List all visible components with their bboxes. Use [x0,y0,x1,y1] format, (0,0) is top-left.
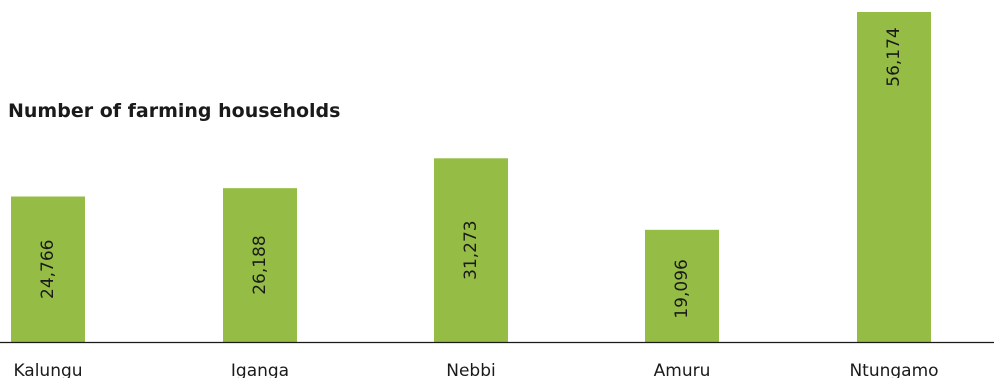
value-label: 26,188 [250,235,270,294]
category-labels: Kalungu Iganga Nebbi Amuru Ntungamo [13,361,938,378]
category-label: Kalungu [13,361,82,378]
category-label: Iganga [231,361,289,378]
value-label: 19,096 [672,259,692,318]
value-label: 31,273 [461,220,481,279]
value-label: 24,766 [38,240,58,299]
bars: 24,766 26,188 31,273 19,096 56,174 [11,12,931,342]
category-label: Nebbi [446,361,495,378]
value-label: 56,174 [884,27,904,86]
category-label: Ntungamo [849,361,938,378]
category-label: Amuru [654,361,711,378]
